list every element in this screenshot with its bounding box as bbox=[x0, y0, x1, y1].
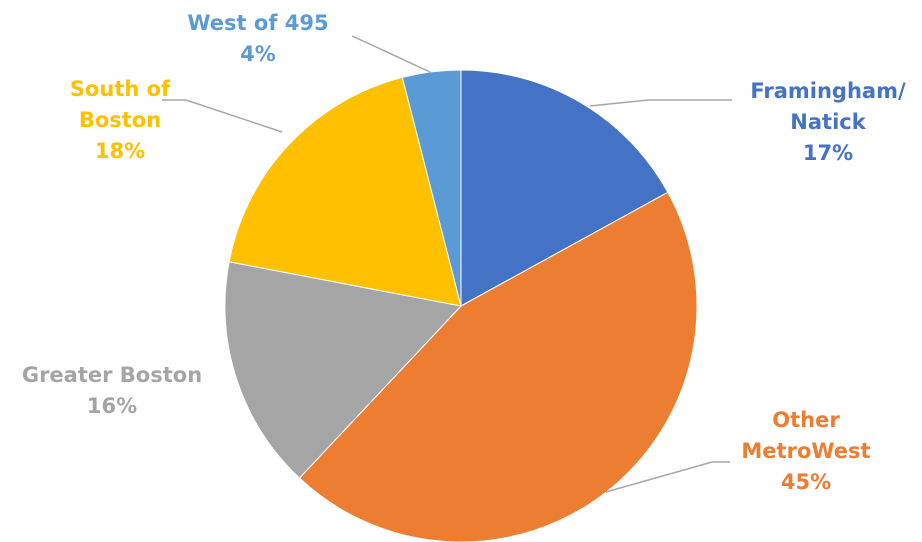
slice-category-label: Natick bbox=[790, 110, 866, 134]
slice-value-label: 16% bbox=[87, 394, 137, 418]
slice-category-label: Boston bbox=[79, 108, 161, 132]
leader-lines bbox=[162, 35, 732, 493]
pie-slice bbox=[224, 261, 462, 479]
pie-slice bbox=[401, 69, 462, 307]
slice-category-label: Greater Boston bbox=[22, 363, 202, 387]
slice-value-label: 18% bbox=[95, 139, 145, 163]
leader-line bbox=[605, 461, 730, 493]
leader-line bbox=[589, 99, 732, 107]
leader-line bbox=[351, 35, 431, 73]
pie-slice bbox=[298, 191, 698, 542]
slice-category-label: MetroWest bbox=[741, 439, 870, 463]
slice-category-label: West of 495 bbox=[187, 11, 328, 35]
leader-line bbox=[162, 99, 283, 133]
slice-category-label: South of bbox=[70, 77, 171, 101]
slice-category-label: Other bbox=[772, 408, 840, 432]
pie-slices bbox=[224, 69, 698, 542]
slice-labels: Framingham/Natick 17% Other MetroWest 45% Gre… bbox=[22, 11, 906, 494]
pie-slice bbox=[228, 76, 462, 307]
slice-value-label: 45% bbox=[781, 470, 831, 494]
pie-slice bbox=[460, 69, 669, 307]
slice-value-label: 17% bbox=[803, 141, 853, 165]
slice-value-label: 4% bbox=[240, 42, 276, 66]
slice-category-label: Framingham/ bbox=[750, 79, 906, 103]
